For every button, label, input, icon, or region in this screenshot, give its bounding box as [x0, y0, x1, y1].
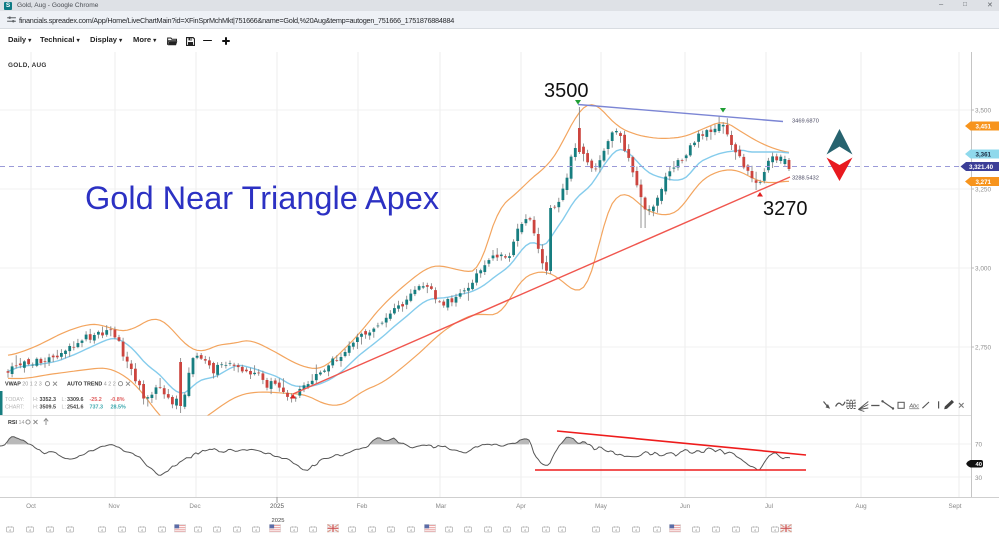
svg-text:-0.8%: -0.8% [111, 397, 125, 403]
svg-text:3270: 3270 [763, 198, 808, 220]
svg-text:40: 40 [976, 462, 982, 468]
svg-text:4: 4 [49, 528, 51, 532]
svg-text:4: 4 [410, 528, 412, 532]
svg-text:4: 4 [161, 528, 163, 532]
svg-text:737.3: 737.3 [90, 405, 104, 411]
svg-text:Jun: Jun [680, 503, 691, 510]
svg-text:4: 4 [561, 528, 563, 532]
svg-text:Gold Near Triangle Apex: Gold Near Triangle Apex [85, 180, 439, 216]
svg-text:4: 4 [754, 528, 756, 532]
svg-text:TODAY:: TODAY: [5, 397, 24, 403]
svg-text:4: 4 [656, 528, 658, 532]
svg-text:4: 4 [487, 528, 489, 532]
svg-text:AUTO TREND 4 2 2: AUTO TREND 4 2 2 [67, 382, 116, 388]
svg-text:4: 4 [255, 528, 257, 532]
svg-text:4: 4 [236, 528, 238, 532]
svg-text:4: 4 [545, 528, 547, 532]
svg-text:Jul: Jul [765, 503, 773, 510]
svg-text:4: 4 [371, 528, 373, 532]
svg-text:Nov: Nov [108, 503, 120, 510]
svg-text:Sept: Sept [949, 503, 962, 510]
svg-text:3,250: 3,250 [975, 186, 991, 193]
svg-text:4: 4 [390, 528, 392, 532]
svg-text:2,750: 2,750 [975, 344, 991, 351]
svg-text:3,000: 3,000 [975, 265, 991, 272]
svg-text:3500: 3500 [544, 80, 589, 102]
svg-text:Oct: Oct [26, 503, 36, 510]
svg-text:Feb: Feb [357, 503, 368, 510]
svg-text:4: 4 [69, 528, 71, 532]
svg-text:4: 4 [293, 528, 295, 532]
svg-text:4: 4 [774, 528, 776, 532]
svg-text:2541.6: 2541.6 [67, 405, 84, 411]
svg-text:4: 4 [312, 528, 314, 532]
svg-text:3509.5: 3509.5 [40, 405, 57, 411]
svg-text:L:: L: [62, 405, 67, 411]
svg-text:4: 4 [467, 528, 469, 532]
svg-text:4: 4 [101, 528, 103, 532]
svg-text:3,361: 3,361 [976, 151, 992, 158]
svg-text:3309.6: 3309.6 [67, 397, 84, 403]
svg-text:2025: 2025 [270, 503, 285, 510]
svg-text:4: 4 [141, 528, 143, 532]
svg-text:-25.2: -25.2 [90, 397, 102, 403]
svg-text:Dec: Dec [189, 503, 200, 510]
svg-text:4: 4 [351, 528, 353, 532]
svg-text:30: 30 [975, 475, 983, 482]
svg-text:4: 4 [615, 528, 617, 532]
svg-text:Apr: Apr [516, 503, 526, 510]
svg-text:4: 4 [715, 528, 717, 532]
svg-text:3288.5432: 3288.5432 [792, 176, 819, 182]
svg-text:3352.3: 3352.3 [40, 397, 57, 403]
svg-text:4: 4 [197, 528, 199, 532]
svg-text:4: 4 [9, 528, 11, 532]
svg-text:GOLD, AUG: GOLD, AUG [8, 62, 47, 69]
svg-text:4: 4 [448, 528, 450, 532]
svg-text:Aug: Aug [855, 503, 867, 510]
svg-text:70: 70 [975, 442, 983, 449]
svg-text:CHART:: CHART: [5, 405, 24, 411]
svg-text:RSI 14: RSI 14 [8, 420, 24, 426]
svg-text:Mar: Mar [436, 503, 447, 510]
svg-text:28.5%: 28.5% [111, 405, 126, 411]
svg-text:4: 4 [524, 528, 526, 532]
svg-text:May: May [595, 503, 608, 510]
svg-text:3,271: 3,271 [976, 179, 992, 186]
svg-text:3,500: 3,500 [975, 107, 991, 114]
svg-text:2025: 2025 [272, 518, 285, 524]
svg-text:4: 4 [216, 528, 218, 532]
svg-text:3,451: 3,451 [976, 123, 992, 130]
svg-text:3469.6870: 3469.6870 [792, 119, 819, 125]
svg-text:4: 4 [121, 528, 123, 532]
svg-text:3,321.40: 3,321.40 [969, 164, 994, 171]
svg-text:4: 4 [735, 528, 737, 532]
svg-text:H:: H: [33, 405, 38, 411]
svg-text:Abc: Abc [908, 404, 919, 410]
svg-text:4: 4 [595, 528, 597, 532]
svg-text:4: 4 [29, 528, 31, 532]
svg-text:L:: L: [62, 397, 67, 403]
svg-text:H:: H: [33, 397, 38, 403]
svg-text:4: 4 [506, 528, 508, 532]
svg-text:4: 4 [635, 528, 637, 532]
svg-text:VWAP 20 1 2 3: VWAP 20 1 2 3 [5, 382, 42, 388]
svg-text:4: 4 [695, 528, 697, 532]
